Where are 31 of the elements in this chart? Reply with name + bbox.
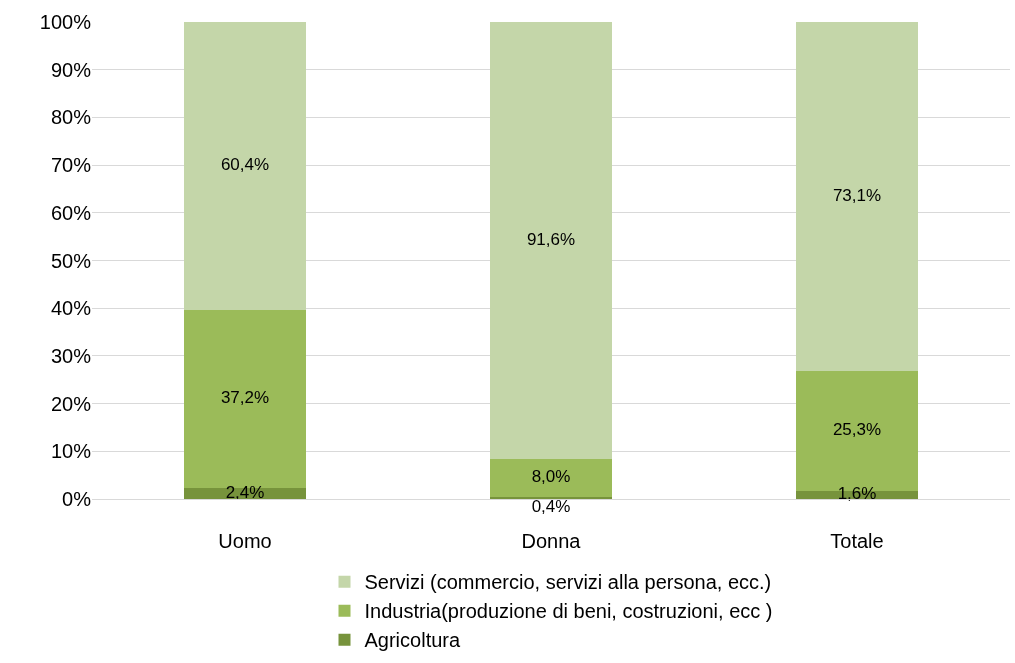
bar — [183, 22, 307, 311]
y-tick-label: 20% — [50, 392, 92, 415]
data-label: 1,6% — [837, 484, 877, 504]
legend-label: Agricoltura — [364, 629, 461, 652]
y-tick-label: 70% — [50, 154, 92, 177]
y-tick-label: 80% — [50, 106, 92, 129]
data-label: 0,4% — [531, 496, 571, 516]
x-tick-label: Donna — [521, 530, 582, 552]
y-tick-label: 30% — [50, 344, 92, 367]
data-label: 2,4% — [225, 482, 265, 502]
y-tick-label: 50% — [50, 249, 92, 272]
y-tick-label: 10% — [50, 440, 92, 463]
legend-label: Servizi (commercio, servizi alla persona, ecc.) — [364, 571, 772, 594]
bar — [489, 458, 613, 498]
y-tick-label: 100% — [39, 11, 92, 33]
data-label: 25,3% — [832, 420, 882, 440]
data-label: 91,6% — [526, 229, 576, 249]
y-tick-label: 0% — [62, 488, 92, 510]
legend-label: Industria(produzione di beni, costruzioni, ecc ) — [364, 600, 773, 623]
x-tick-label: Totale — [830, 530, 884, 552]
bar — [795, 22, 919, 371]
y-tick-label: 90% — [50, 58, 92, 81]
data-label: 37,2% — [220, 388, 270, 408]
y-tick-label: 40% — [50, 297, 92, 320]
x-tick-label: Uomo — [218, 530, 272, 552]
bar — [489, 22, 613, 459]
data-label: 73,1% — [832, 185, 882, 205]
data-label: 60,4% — [220, 155, 270, 175]
bar — [183, 310, 307, 488]
y-tick-label: 60% — [50, 201, 92, 224]
data-label: 8,0% — [531, 467, 571, 487]
